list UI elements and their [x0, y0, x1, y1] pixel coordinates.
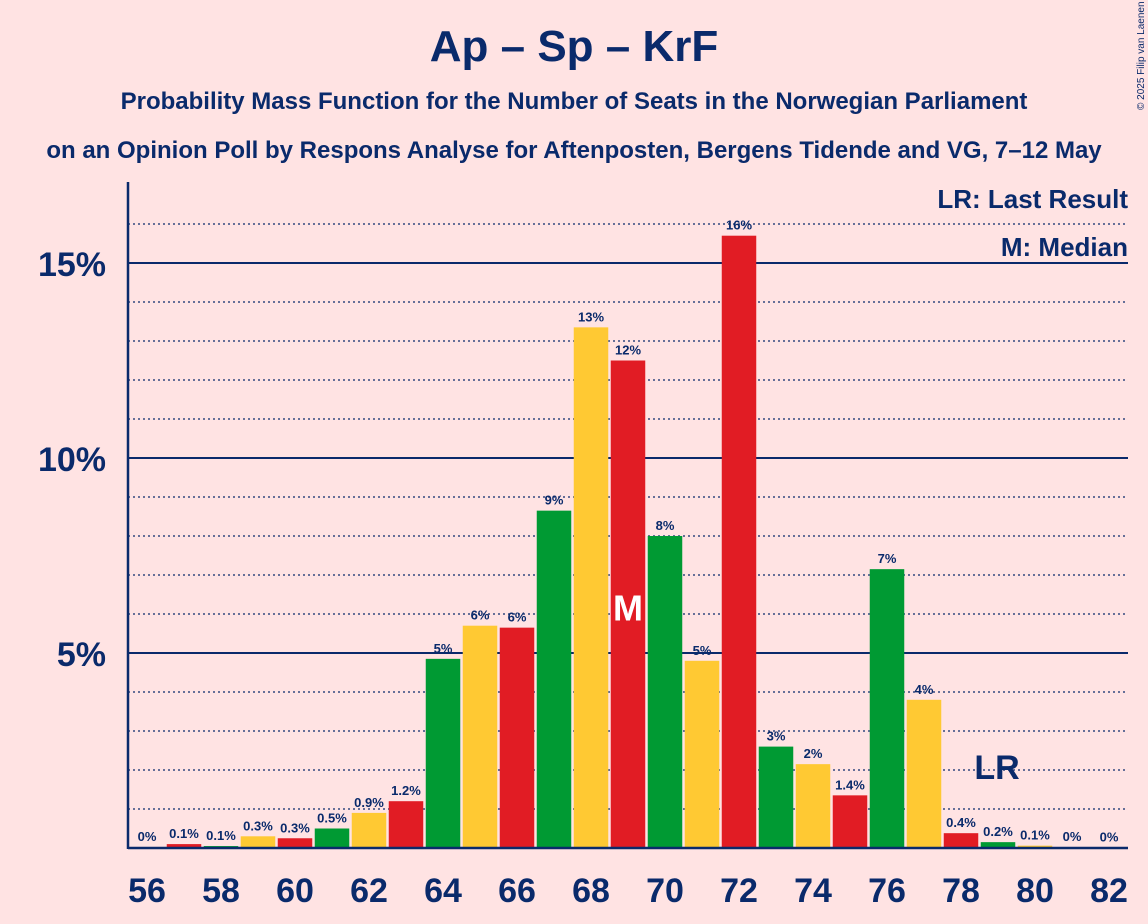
bar-value-label: 5%: [434, 641, 453, 656]
bar-value-label: 0%: [1063, 829, 1082, 844]
bar-seat-79: [980, 842, 1016, 848]
y-tick-label: 15%: [38, 246, 106, 284]
chart-subtitle-line1: Probability Mass Function for the Number…: [120, 88, 1028, 115]
bar-value-label: 4%: [915, 682, 934, 697]
bar-seat-66: [499, 627, 535, 848]
bar-value-label: 0.3%: [243, 818, 273, 833]
x-tick-label: 68: [572, 872, 610, 910]
bar-seat-60: [277, 838, 313, 848]
bar-seat-77: [906, 699, 942, 848]
chart-title: Ap – Sp – KrF: [429, 22, 719, 71]
bar-value-label: 0.3%: [280, 820, 310, 835]
bar-value-label: 0%: [138, 829, 157, 844]
bar-seat-59: [240, 836, 276, 848]
x-tick-label: 70: [646, 872, 684, 910]
x-tick-label: 64: [424, 872, 462, 910]
bar-value-label: 6%: [508, 610, 527, 625]
x-tick-label: 56: [128, 872, 166, 910]
y-tick-label: 5%: [57, 636, 106, 674]
bar-value-label: 0.1%: [1020, 828, 1050, 843]
bar-value-label: 5%: [693, 643, 712, 658]
bar-value-label: 13%: [578, 309, 604, 324]
x-tick-label: 66: [498, 872, 536, 910]
bar-value-label: 12%: [615, 343, 641, 358]
bar-value-label: 0.1%: [169, 826, 199, 841]
bar-seat-76: [869, 569, 905, 848]
bar-value-label: 0.2%: [983, 824, 1013, 839]
x-tick-label: 62: [350, 872, 388, 910]
bar-seat-71: [684, 660, 720, 848]
bar-value-label: 0.4%: [946, 815, 976, 830]
x-tick-label: 78: [942, 872, 980, 910]
y-tick-label: 10%: [38, 441, 106, 479]
bar-seat-68: [573, 327, 609, 849]
legend-last-result: LR: Last Result: [937, 184, 1128, 214]
x-tick-label: 82: [1090, 872, 1128, 910]
bar-seat-72: [721, 235, 757, 848]
bar-value-label: 7%: [878, 551, 897, 566]
bar-seat-63: [388, 801, 424, 848]
bar-value-label: 0.1%: [206, 828, 236, 843]
bar-seat-75: [832, 795, 868, 848]
bar-value-label: 8%: [656, 518, 675, 533]
bar-value-label: 1.4%: [835, 777, 865, 792]
x-tick-label: 74: [794, 872, 832, 910]
bar-seat-67: [536, 510, 572, 848]
bar-value-label: 0.5%: [317, 811, 347, 826]
x-tick-label: 60: [276, 872, 314, 910]
bar-seat-65: [462, 625, 498, 848]
bar-seat-61: [314, 828, 350, 848]
x-tick-label: 58: [202, 872, 240, 910]
bar-seat-57: [166, 844, 202, 848]
bar-seat-74: [795, 764, 831, 848]
x-tick-label: 72: [720, 872, 758, 910]
legend-median: M: Median: [1000, 232, 1128, 262]
bar-seat-62: [351, 812, 387, 848]
bar-value-label: 16%: [726, 218, 752, 233]
bar-seat-64: [425, 658, 461, 848]
median-marker: M: [613, 588, 643, 629]
bar-value-label: 1.2%: [391, 783, 421, 798]
bar-value-label: 0.9%: [354, 795, 384, 810]
bar-seat-78: [943, 833, 979, 848]
chart-subtitle-line2: on an Opinion Poll by Respons Analyse fo…: [46, 137, 1102, 164]
bar-value-label: 9%: [545, 493, 564, 508]
bar-value-label: 0%: [1100, 830, 1119, 845]
bar-value-label: 2%: [804, 746, 823, 761]
bar-value-label: 6%: [471, 608, 490, 623]
last-result-marker: LR: [974, 749, 1019, 787]
bar-value-label: 3%: [767, 729, 786, 744]
x-tick-label: 76: [868, 872, 906, 910]
bar-seat-70: [647, 536, 683, 848]
bar-seat-69: [610, 360, 646, 848]
x-tick-label: 80: [1016, 872, 1054, 910]
bar-seat-73: [758, 746, 794, 848]
